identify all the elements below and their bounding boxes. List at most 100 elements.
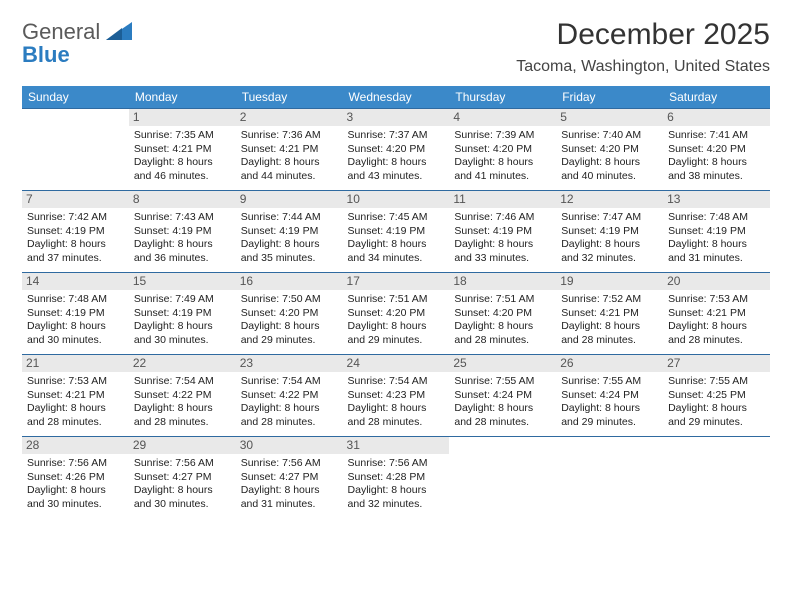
week-row: 1 Sunrise: 7:35 AMSunset: 4:21 PMDaylight… [22, 109, 770, 191]
day-cell [663, 437, 770, 519]
day-cell: 28 Sunrise: 7:56 AMSunset: 4:26 PMDayligh… [22, 437, 129, 519]
day-number: 15 [129, 273, 236, 290]
day-number: 7 [22, 191, 129, 208]
header: General Blue December 2025 Tacoma, Washi… [22, 18, 770, 76]
day-number: 9 [236, 191, 343, 208]
day-info: Sunrise: 7:35 AMSunset: 4:21 PMDaylight:… [134, 129, 231, 183]
day-info: Sunrise: 7:43 AMSunset: 4:19 PMDaylight:… [134, 211, 231, 265]
day-number: 13 [663, 191, 770, 208]
day-info: Sunrise: 7:50 AMSunset: 4:20 PMDaylight:… [241, 293, 338, 347]
day-cell: 4 Sunrise: 7:39 AMSunset: 4:20 PMDaylight… [449, 109, 556, 191]
day-info: Sunrise: 7:36 AMSunset: 4:21 PMDaylight:… [241, 129, 338, 183]
day-number: 1 [129, 109, 236, 126]
day-cell: 14Sunrise: 7:48 AMSunset: 4:19 PMDayligh… [22, 273, 129, 355]
week-row: 21 Sunrise: 7:53 AMSunset: 4:21 PMDayligh… [22, 355, 770, 437]
day-cell: 31Sunrise: 7:56 AMSunset: 4:28 PMDayligh… [343, 437, 450, 519]
logo-word1: General [22, 19, 100, 44]
day-cell: 11 Sunrise: 7:46 AMSunset: 4:19 PMDayligh… [449, 191, 556, 273]
page-title: December 2025 [516, 18, 770, 52]
day-number: 17 [343, 273, 450, 290]
day-info: Sunrise: 7:37 AMSunset: 4:20 PMDaylight:… [348, 129, 445, 183]
column-header: Saturday [663, 86, 770, 109]
day-info: Sunrise: 7:47 AMSunset: 4:19 PMDaylight:… [561, 211, 658, 265]
day-number: 19 [556, 273, 663, 290]
column-header: Friday [556, 86, 663, 109]
day-cell: 27 Sunrise: 7:55 AMSunset: 4:25 PMDayligh… [663, 355, 770, 437]
day-cell: 16 Sunrise: 7:50 AMSunset: 4:20 PMDayligh… [236, 273, 343, 355]
day-cell: 22Sunrise: 7:54 AMSunset: 4:22 PMDayligh… [129, 355, 236, 437]
day-info: Sunrise: 7:55 AMSunset: 4:24 PMDaylight:… [454, 375, 551, 429]
day-number: 8 [129, 191, 236, 208]
day-cell: 23 Sunrise: 7:54 AMSunset: 4:22 PMDayligh… [236, 355, 343, 437]
day-cell: 9Sunrise: 7:44 AMSunset: 4:19 PMDaylight… [236, 191, 343, 273]
day-info: Sunrise: 7:51 AMSunset: 4:20 PMDaylight:… [348, 293, 445, 347]
day-number: 12 [556, 191, 663, 208]
day-info: Sunrise: 7:54 AMSunset: 4:22 PMDaylight:… [134, 375, 231, 429]
day-number: 16 [236, 273, 343, 290]
day-number: 4 [449, 109, 556, 126]
title-block: December 2025 Tacoma, Washington, United… [516, 18, 770, 76]
day-info: Sunrise: 7:39 AMSunset: 4:20 PMDaylight:… [454, 129, 551, 183]
logo-word2: Blue [22, 42, 70, 67]
day-cell: 29Sunrise: 7:56 AMSunset: 4:27 PMDayligh… [129, 437, 236, 519]
day-number: 21 [22, 355, 129, 372]
day-info: Sunrise: 7:52 AMSunset: 4:21 PMDaylight:… [561, 293, 658, 347]
week-row: 7 Sunrise: 7:42 AMSunset: 4:19 PMDaylight… [22, 191, 770, 273]
day-cell: 26Sunrise: 7:55 AMSunset: 4:24 PMDayligh… [556, 355, 663, 437]
day-info: Sunrise: 7:42 AMSunset: 4:19 PMDaylight:… [27, 211, 124, 265]
day-cell: 3Sunrise: 7:37 AMSunset: 4:20 PMDaylight… [343, 109, 450, 191]
day-number: 10 [343, 191, 450, 208]
day-info: Sunrise: 7:55 AMSunset: 4:25 PMDaylight:… [668, 375, 765, 429]
day-info: Sunrise: 7:55 AMSunset: 4:24 PMDaylight:… [561, 375, 658, 429]
day-cell [22, 109, 129, 191]
day-cell [449, 437, 556, 519]
day-info: Sunrise: 7:53 AMSunset: 4:21 PMDaylight:… [27, 375, 124, 429]
day-cell: 6Sunrise: 7:41 AMSunset: 4:20 PMDaylight… [663, 109, 770, 191]
column-header: Tuesday [236, 86, 343, 109]
day-info: Sunrise: 7:56 AMSunset: 4:27 PMDaylight:… [134, 457, 231, 511]
day-number: 5 [556, 109, 663, 126]
day-info: Sunrise: 7:56 AMSunset: 4:26 PMDaylight:… [27, 457, 124, 511]
page: General Blue December 2025 Tacoma, Washi… [0, 0, 792, 537]
day-cell: 15Sunrise: 7:49 AMSunset: 4:19 PMDayligh… [129, 273, 236, 355]
day-info: Sunrise: 7:48 AMSunset: 4:19 PMDaylight:… [668, 211, 765, 265]
column-header: Monday [129, 86, 236, 109]
day-cell: 2 Sunrise: 7:36 AMSunset: 4:21 PMDaylight… [236, 109, 343, 191]
day-cell: 20 Sunrise: 7:53 AMSunset: 4:21 PMDayligh… [663, 273, 770, 355]
day-cell: 18 Sunrise: 7:51 AMSunset: 4:20 PMDayligh… [449, 273, 556, 355]
day-cell: 24Sunrise: 7:54 AMSunset: 4:23 PMDayligh… [343, 355, 450, 437]
day-number: 18 [449, 273, 556, 290]
day-info: Sunrise: 7:45 AMSunset: 4:19 PMDaylight:… [348, 211, 445, 265]
day-cell: 19 Sunrise: 7:52 AMSunset: 4:21 PMDayligh… [556, 273, 663, 355]
calendar-head: SundayMondayTuesdayWednesdayThursdayFrid… [22, 86, 770, 109]
day-number: 14 [22, 273, 129, 290]
logo: General Blue [22, 18, 132, 66]
day-info: Sunrise: 7:53 AMSunset: 4:21 PMDaylight:… [668, 293, 765, 347]
column-header: Sunday [22, 86, 129, 109]
day-cell: 5Sunrise: 7:40 AMSunset: 4:20 PMDaylight… [556, 109, 663, 191]
day-number: 20 [663, 273, 770, 290]
day-info: Sunrise: 7:54 AMSunset: 4:22 PMDaylight:… [241, 375, 338, 429]
day-info: Sunrise: 7:41 AMSunset: 4:20 PMDaylight:… [668, 129, 765, 183]
day-cell [556, 437, 663, 519]
day-cell: 13 Sunrise: 7:48 AMSunset: 4:19 PMDayligh… [663, 191, 770, 273]
day-cell: 17 Sunrise: 7:51 AMSunset: 4:20 PMDayligh… [343, 273, 450, 355]
day-number: 23 [236, 355, 343, 372]
day-number: 24 [343, 355, 450, 372]
logo-text: General Blue [22, 20, 100, 66]
calendar-table: SundayMondayTuesdayWednesdayThursdayFrid… [22, 86, 770, 519]
day-info: Sunrise: 7:51 AMSunset: 4:20 PMDaylight:… [454, 293, 551, 347]
day-number: 28 [22, 437, 129, 454]
day-number: 2 [236, 109, 343, 126]
day-cell: 1 Sunrise: 7:35 AMSunset: 4:21 PMDaylight… [129, 109, 236, 191]
day-cell: 10 Sunrise: 7:45 AMSunset: 4:19 PMDayligh… [343, 191, 450, 273]
day-cell: 21 Sunrise: 7:53 AMSunset: 4:21 PMDayligh… [22, 355, 129, 437]
day-info: Sunrise: 7:46 AMSunset: 4:19 PMDaylight:… [454, 211, 551, 265]
week-row: 28 Sunrise: 7:56 AMSunset: 4:26 PMDayligh… [22, 437, 770, 519]
day-cell: 30Sunrise: 7:56 AMSunset: 4:27 PMDayligh… [236, 437, 343, 519]
day-number: 27 [663, 355, 770, 372]
logo-triangle-icon [106, 22, 132, 42]
day-cell: 7 Sunrise: 7:42 AMSunset: 4:19 PMDaylight… [22, 191, 129, 273]
day-number: 31 [343, 437, 450, 454]
day-number: 11 [449, 191, 556, 208]
